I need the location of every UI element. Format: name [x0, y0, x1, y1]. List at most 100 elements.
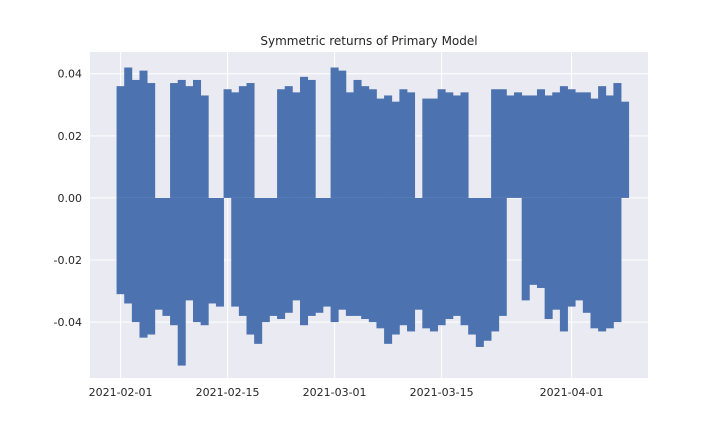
bar-positive [575, 92, 584, 198]
bar-positive [147, 83, 156, 198]
bar-positive [536, 89, 545, 198]
bar-negative [613, 197, 622, 323]
bar-negative [567, 197, 576, 307]
bar-positive [246, 83, 255, 198]
bar-positive [131, 79, 140, 198]
bar-negative [170, 197, 179, 326]
bar-negative [246, 197, 255, 335]
bar-negative [200, 197, 209, 326]
bar-negative [521, 197, 530, 301]
bar-negative [590, 197, 599, 329]
bar-negative [261, 197, 270, 323]
bar-negative [468, 197, 477, 335]
bar-positive [437, 89, 446, 198]
bar-positive [491, 89, 500, 198]
bar-positive [185, 86, 194, 198]
bar-negative [483, 197, 492, 341]
bar-positive [223, 89, 232, 198]
bar-negative [162, 197, 171, 316]
bar-positive [307, 79, 316, 198]
bar-negative [147, 197, 156, 335]
bar-negative [208, 197, 217, 304]
y-tick-labels: 0.04 0.02 0.00 -0.02 -0.04 [54, 68, 82, 329]
bar-positive [368, 89, 377, 198]
bar-positive [521, 95, 530, 198]
bar-positive [590, 98, 599, 198]
bar-negative [277, 197, 286, 320]
bar-positive [391, 101, 400, 198]
bar-positive [422, 98, 431, 198]
bar-positive [139, 70, 148, 198]
bar-negative [215, 197, 224, 307]
bar-positive [514, 92, 523, 198]
x-tick-label: 2021-03-01 [303, 386, 367, 399]
bar-negative [498, 197, 507, 316]
bar-positive [384, 95, 393, 198]
bar-negative [131, 197, 140, 323]
bar-negative [284, 197, 293, 313]
bar-positive [170, 83, 179, 198]
x-tick-label: 2021-02-01 [89, 386, 153, 399]
bar-positive [605, 95, 614, 198]
bar-negative [345, 197, 354, 316]
bar-positive [116, 86, 125, 198]
bar-positive [407, 92, 416, 198]
bar-negative [407, 197, 416, 332]
bar-negative [322, 197, 331, 307]
bar-positive [345, 92, 354, 198]
bar-negative [116, 197, 125, 295]
bar-negative [330, 197, 339, 323]
bar-positive [498, 89, 507, 198]
bar-negative [422, 197, 431, 329]
bar-negative [445, 197, 454, 320]
bar-negative [605, 197, 614, 329]
bar-negative [598, 197, 607, 332]
bar-negative [575, 197, 584, 301]
bar-negative [154, 197, 163, 310]
y-tick-label: -0.02 [54, 254, 82, 267]
bar-negative [384, 197, 393, 344]
bar-negative [452, 197, 461, 316]
bar-negative [139, 197, 148, 338]
bar-negative [414, 197, 423, 310]
bar-positive [552, 92, 561, 198]
x-tick-label: 2021-04-01 [540, 386, 604, 399]
bar-positive [300, 76, 309, 198]
bar-positive [529, 95, 538, 198]
bar-positive [506, 95, 515, 198]
bar-negative [429, 197, 438, 332]
bar-positive [284, 86, 293, 198]
bar-negative [269, 197, 278, 316]
bars [116, 67, 630, 366]
bar-positive [353, 79, 362, 198]
bar-negative [529, 197, 538, 285]
bar-negative [185, 197, 194, 301]
bar-positive [124, 67, 133, 198]
y-tick-label: 0.00 [58, 192, 83, 205]
bar-negative [368, 197, 377, 323]
bar-negative [376, 197, 385, 329]
bar-negative [437, 197, 446, 326]
x-tick-label: 2021-02-15 [196, 386, 260, 399]
y-tick-label: 0.04 [58, 68, 83, 81]
bar-positive [338, 70, 347, 198]
bar-positive [460, 92, 469, 198]
bar-negative [193, 197, 202, 323]
bar-negative [475, 197, 484, 347]
bar-negative [552, 197, 561, 310]
bar-negative [353, 197, 362, 316]
chart-title: Symmetric returns of Primary Model [260, 34, 477, 48]
bar-negative [391, 197, 400, 335]
bar-positive [238, 86, 247, 198]
bar-positive [452, 95, 461, 198]
bar-negative [338, 197, 347, 310]
bar-positive [376, 98, 385, 198]
bar-negative [491, 197, 500, 332]
bar-positive [200, 95, 209, 198]
bar-positive [559, 86, 568, 198]
bar-positive [292, 92, 301, 198]
bar-positive [567, 89, 576, 198]
bar-negative [361, 197, 370, 320]
bar-positive [361, 86, 370, 198]
